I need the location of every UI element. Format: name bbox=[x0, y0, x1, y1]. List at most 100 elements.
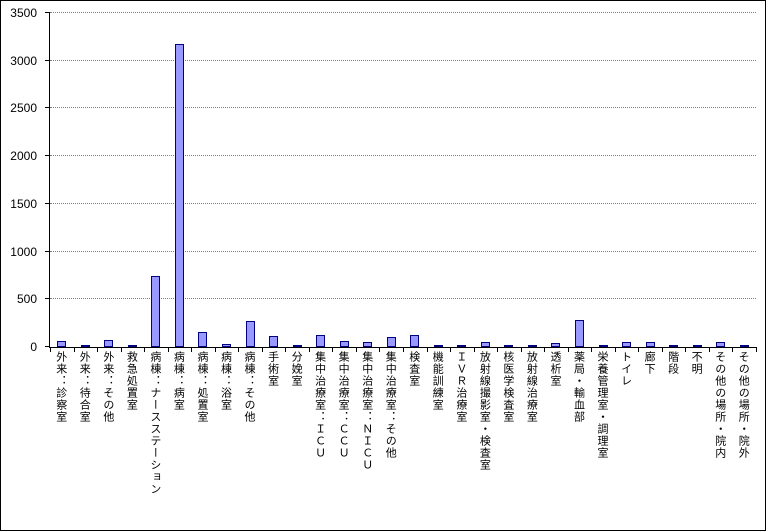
x-axis-label: 分娩室 bbox=[290, 351, 303, 387]
x-axis-label-slot: 外来：その他 bbox=[96, 351, 120, 529]
y-axis-tick-label: 500 bbox=[16, 292, 37, 307]
x-axis-tick-mark bbox=[379, 347, 381, 352]
y-axis-tick-label: 2500 bbox=[10, 101, 37, 116]
x-axis-label: 手術室 bbox=[266, 351, 279, 387]
x-axis-tick-mark bbox=[732, 347, 734, 352]
x-axis-label: 病棟：ナースステーション bbox=[148, 351, 161, 495]
x-axis-label-slot: 手術室 bbox=[261, 351, 285, 529]
bar bbox=[739, 345, 749, 347]
x-axis-label: 機能訓練室 bbox=[431, 351, 444, 411]
x-axis-tick-mark bbox=[520, 347, 522, 352]
bar bbox=[80, 345, 90, 347]
bar bbox=[480, 342, 490, 347]
bar bbox=[410, 335, 420, 347]
x-axis-label-slot: 分娩室 bbox=[284, 351, 308, 529]
x-axis-tick-mark bbox=[708, 347, 710, 352]
x-axis-tick-mark bbox=[285, 347, 287, 352]
y-axis-tick-mark bbox=[45, 12, 50, 13]
x-axis-label-slot: 機能訓練室 bbox=[426, 351, 450, 529]
x-axis-tick-mark bbox=[403, 347, 404, 352]
x-axis-label: 放射線治療室 bbox=[525, 351, 538, 423]
x-axis-label-slot: 外来：診察室 bbox=[49, 351, 73, 529]
x-axis-tick-mark bbox=[167, 347, 169, 352]
y-axis-labels: 0 500 1000 1500 2000 2500 3000 3500 bbox=[1, 6, 43, 354]
y-axis-tick-mark bbox=[45, 59, 50, 61]
x-axis-label-slot: 階段 bbox=[661, 351, 685, 529]
x-axis-tick-mark bbox=[450, 347, 452, 352]
y-axis-tick-label: 0 bbox=[30, 340, 37, 354]
x-axis-tick-mark bbox=[756, 347, 757, 352]
x-axis-label: 病棟：処置室 bbox=[195, 351, 208, 423]
x-axis-label-slot: 病棟：処置室 bbox=[190, 351, 214, 529]
x-axis-tick-mark bbox=[238, 347, 240, 352]
gridline bbox=[50, 298, 756, 300]
bar bbox=[457, 345, 467, 347]
bar bbox=[551, 343, 561, 347]
gridline bbox=[50, 107, 756, 109]
bar bbox=[151, 276, 161, 347]
x-axis-label-slot: 集中治療室：ＣＣＵ bbox=[331, 351, 355, 529]
bar bbox=[245, 321, 255, 347]
x-axis-tick-mark bbox=[97, 347, 99, 352]
bar bbox=[527, 345, 537, 347]
x-axis-tick-mark bbox=[426, 347, 428, 352]
x-axis-label: トイレ bbox=[619, 351, 632, 387]
x-axis-label: 階段 bbox=[666, 351, 679, 375]
x-axis-tick-mark bbox=[261, 347, 263, 352]
x-axis-label: 外来：その他 bbox=[101, 351, 114, 423]
x-axis-label: 集中治療室：ＮＩＣＵ bbox=[360, 351, 373, 471]
x-axis-label-slot: 放射線治療室 bbox=[520, 351, 544, 529]
x-axis-tick-mark bbox=[497, 347, 499, 352]
x-axis-tick-mark bbox=[214, 347, 216, 352]
x-axis-label-slot: 薬局・輸血部 bbox=[567, 351, 591, 529]
x-axis-label: 核医学検査室 bbox=[501, 351, 514, 423]
bar bbox=[433, 345, 443, 347]
gridline bbox=[50, 155, 756, 157]
bar bbox=[716, 342, 726, 347]
x-axis-label-slot: 不明 bbox=[684, 351, 708, 529]
x-axis-label-slot: 病棟：病室 bbox=[167, 351, 191, 529]
bar bbox=[669, 345, 679, 347]
x-axis-label-slot: 病棟：浴室 bbox=[214, 351, 238, 529]
bar bbox=[622, 342, 632, 347]
bar bbox=[104, 340, 114, 347]
x-axis-tick-mark bbox=[50, 347, 51, 352]
x-axis-tick-mark bbox=[120, 347, 122, 352]
x-axis-tick-mark bbox=[355, 347, 357, 352]
x-axis-tick-mark bbox=[685, 347, 687, 352]
x-axis-tick-mark bbox=[567, 347, 569, 352]
x-axis-label-slot: トイレ bbox=[614, 351, 638, 529]
x-axis-label: 集中治療室：ＩＣＵ bbox=[313, 351, 326, 459]
y-axis-tick-mark bbox=[45, 298, 50, 300]
x-axis-label: 薬局・輸血部 bbox=[572, 351, 585, 423]
x-axis-label-slot: 病棟：その他 bbox=[237, 351, 261, 529]
plot-area bbox=[45, 12, 757, 352]
bar bbox=[57, 341, 67, 347]
x-axis-tick-mark bbox=[661, 347, 663, 352]
x-axis-label-slot: 病棟：ナースステーション bbox=[143, 351, 167, 529]
x-axis-label: 検査室 bbox=[407, 351, 420, 387]
x-axis-tick-mark bbox=[308, 347, 310, 352]
x-axis-tick-mark bbox=[591, 347, 593, 352]
bar bbox=[316, 335, 326, 347]
x-axis-label-slot: 栄養管理室・調理室 bbox=[590, 351, 614, 529]
x-axis-label-slot: その他の場所・院内 bbox=[708, 351, 732, 529]
x-axis-label: 廊下 bbox=[643, 351, 656, 375]
bar bbox=[363, 342, 373, 347]
x-axis-tick-mark bbox=[73, 347, 75, 352]
y-axis-tick-mark bbox=[45, 155, 50, 157]
x-axis-label: 病棟：病室 bbox=[172, 351, 185, 411]
x-axis-label: 病棟：浴室 bbox=[219, 351, 232, 411]
x-axis-tick-mark bbox=[332, 347, 334, 352]
gridline bbox=[50, 59, 756, 61]
x-axis-label-slot: 集中治療室：ＮＩＣＵ bbox=[355, 351, 379, 529]
x-axis-tick-mark bbox=[544, 347, 546, 352]
y-axis-tick-label: 2000 bbox=[10, 149, 37, 164]
x-axis-label: その他の場所・院外 bbox=[737, 351, 750, 459]
x-axis-label-slot: 外来：待合室 bbox=[73, 351, 97, 529]
x-axis-tick-mark bbox=[614, 347, 616, 352]
gridline bbox=[50, 12, 756, 13]
x-axis-label-slot: 集中治療室：その他 bbox=[378, 351, 402, 529]
x-axis-label-slot: その他の場所・院外 bbox=[731, 351, 755, 529]
x-axis-label-slot: ＩＶＲ治療室 bbox=[449, 351, 473, 529]
